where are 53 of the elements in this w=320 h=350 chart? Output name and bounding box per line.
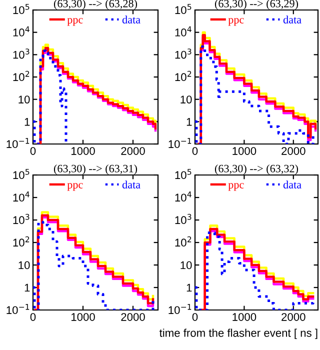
y-tick-label: 1 — [24, 284, 30, 292]
y-tick-label: 1 — [186, 284, 192, 292]
y-tick-label: 10$^{5}$ — [13, 4, 30, 14]
chart-title: (63,30) --> (63,32) — [214, 164, 298, 175]
x-tick-label: 0 — [192, 147, 198, 155]
x-tick-label: 1000 — [232, 313, 256, 321]
y-tick-label: 10$^{5}$ — [175, 169, 192, 180]
x-axis-title: time from the flasher event [ ns ] — [159, 328, 318, 340]
y-tick-label: 10$^{−1}$ — [6, 304, 30, 314]
legend-label: data — [122, 16, 140, 24]
x-tick-label: 1000 — [71, 147, 95, 155]
y-tick-label: 10$^{3}$ — [175, 48, 192, 59]
x-tick-label: 2000 — [121, 147, 145, 155]
x-tick-label: 2000 — [121, 313, 145, 321]
x-tick-label: 2000 — [282, 313, 306, 321]
chart-title: (63,30) --> (63,29) — [214, 0, 298, 10]
x-tick-label: 0 — [30, 313, 36, 321]
x-tick-label: 1000 — [71, 313, 95, 321]
y-tick-label: 10 — [180, 96, 192, 104]
chart-title: (63,30) --> (63,31) — [54, 164, 138, 175]
y-tick-label: 10$^{2}$ — [13, 236, 30, 247]
y-tick-label: 10$^{3}$ — [13, 48, 30, 59]
y-tick-label: 10 — [180, 261, 192, 270]
y-tick-label: 10$^{−1}$ — [168, 304, 192, 314]
text: ppc — [228, 183, 244, 191]
legend-label: data — [283, 180, 302, 188]
x-tick-label: 2000 — [282, 147, 306, 155]
y-tick-label: 10$^{4}$ — [13, 192, 30, 202]
y-tick-label: 10$^{3}$ — [175, 214, 192, 224]
y-tick-label: 1 — [24, 118, 30, 126]
y-tick-label: 10$^{5}$ — [13, 169, 30, 180]
y-tick-label: 10$^{4}$ — [13, 26, 30, 36]
y-tick-label: 10$^{2}$ — [175, 70, 192, 82]
legend-label: data — [283, 16, 302, 24]
legend-label: data — [122, 180, 140, 188]
y-tick-label: 1 — [186, 118, 192, 126]
x-tick-label: 0 — [192, 313, 198, 321]
x-tick-label: 1000 — [232, 147, 256, 155]
y-tick-label: 10$^{3}$ — [13, 214, 30, 224]
legend-label: ppc — [67, 18, 83, 26]
legend-label: ppc — [67, 183, 83, 191]
y-tick-label: 10$^{−1}$ — [6, 138, 30, 148]
text: ppc — [228, 18, 244, 26]
chart-title: (63,30) --> (63,28) — [54, 0, 138, 10]
y-tick-label: 10$^{5}$ — [175, 4, 192, 14]
y-tick-label: 10 — [18, 261, 30, 270]
y-tick-label: 10$^{4}$ — [175, 192, 192, 202]
y-tick-label: 10$^{−1}$ — [168, 138, 192, 148]
y-tick-label: 10$^{4}$ — [175, 26, 192, 36]
x-tick-label: 0 — [30, 147, 36, 155]
y-tick-label: 10$^{2}$ — [175, 236, 192, 247]
y-tick-label: 10 — [18, 96, 30, 104]
y-tick-label: 10$^{2}$ — [13, 70, 30, 82]
